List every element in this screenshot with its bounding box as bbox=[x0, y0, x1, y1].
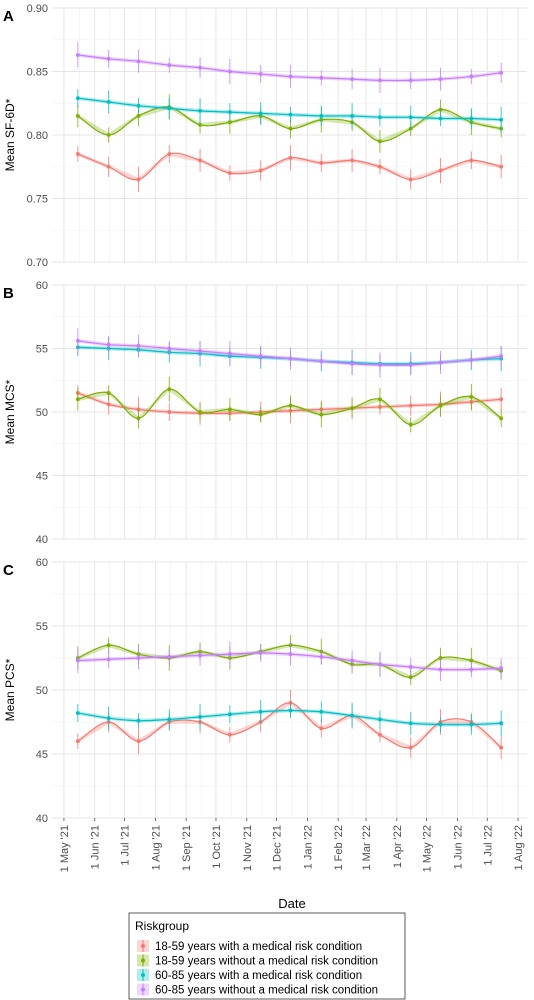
x-tick-label: 1 May '22 bbox=[422, 825, 434, 872]
legend-entry: 18-59 years without a medical risk condi… bbox=[137, 954, 378, 968]
y-tick-label: 45 bbox=[36, 471, 48, 483]
x-tick-label: 1 Oct '21 bbox=[211, 825, 223, 869]
series-3 bbox=[75, 700, 504, 737]
legend-key-point bbox=[141, 944, 145, 948]
x-tick-label: 1 Jul '22 bbox=[482, 825, 494, 866]
y-tick-label: 0.90 bbox=[27, 3, 48, 15]
panel-A-grid bbox=[52, 7, 527, 263]
x-tick-label: 1 Apr '22 bbox=[392, 825, 404, 868]
confidence-band bbox=[77, 643, 502, 680]
legend-key-point bbox=[141, 987, 145, 992]
data-point bbox=[75, 53, 80, 57]
y-tick-label: 55 bbox=[36, 621, 48, 633]
x-tick-label: 1 Jun '21 bbox=[90, 825, 102, 869]
legend-entries: 18-59 years with a medical risk conditio… bbox=[137, 940, 378, 997]
y-tick-label: 40 bbox=[36, 534, 48, 546]
series-line bbox=[77, 340, 502, 366]
series-line bbox=[77, 97, 502, 121]
y-tick-label: 55 bbox=[36, 344, 48, 356]
x-tick-label: 1 Nov '21 bbox=[242, 825, 254, 871]
shared-x-axis: 1 May '21 1 Jun '21 1 Jul '21 1 Aug '21 1 Se… bbox=[59, 818, 525, 872]
y-tick-label: 0.85 bbox=[27, 67, 48, 79]
legend: Riskgroup 18-59 years with a medical ris… bbox=[128, 912, 406, 1000]
x-tick-label: 1 May '21 bbox=[59, 825, 71, 872]
y-tick-label: 0.75 bbox=[27, 194, 48, 206]
legend-entry: 60-85 years without a medical risk condi… bbox=[137, 983, 378, 997]
panel-letter: A bbox=[3, 8, 14, 25]
y-axis-label: Mean MCS* bbox=[3, 379, 17, 444]
x-tick-label: 1 Jul '21 bbox=[120, 825, 132, 866]
panel-A: 0.70 0.75 0.80 0.85 0.90 A Mean SF-6D* bbox=[3, 3, 527, 269]
y-tick-label: 40 bbox=[36, 813, 48, 825]
series-4 bbox=[75, 42, 504, 94]
series-line bbox=[77, 709, 502, 726]
y-tick-label: 45 bbox=[36, 749, 48, 761]
y-axis-label: Mean PCS* bbox=[3, 658, 17, 721]
confidence-band bbox=[77, 96, 502, 122]
panels-layer: 0.70 0.75 0.80 0.85 0.90 A Mean SF-6D* 40 45 50 55… bbox=[3, 3, 527, 825]
series-line bbox=[77, 652, 502, 671]
legend-label: 18-59 years with a medical risk conditio… bbox=[155, 941, 362, 953]
panel-letter: B bbox=[3, 285, 14, 302]
legend-key-point bbox=[141, 958, 145, 963]
series-4 bbox=[75, 641, 504, 682]
y-axis-label: Mean SF-6D* bbox=[3, 98, 17, 171]
x-tick-label: 1 Jun '22 bbox=[452, 825, 464, 869]
legend-entry: 18-59 years with a medical risk conditio… bbox=[137, 940, 362, 953]
series-line bbox=[77, 54, 502, 82]
series-line bbox=[77, 106, 502, 142]
legend-label: 18-59 years without a medical risk condi… bbox=[155, 956, 378, 968]
x-tick-label: 1 Mar '22 bbox=[361, 825, 373, 871]
y-tick-label: 0.70 bbox=[27, 257, 48, 269]
series-2 bbox=[75, 376, 504, 433]
series-4 bbox=[75, 328, 504, 378]
y-tick-label: 50 bbox=[36, 685, 48, 697]
series-line bbox=[77, 152, 502, 181]
data-point bbox=[75, 711, 80, 715]
series-line bbox=[77, 388, 502, 426]
legend-key-point bbox=[141, 973, 145, 977]
y-tick-label: 60 bbox=[36, 280, 48, 292]
series-1 bbox=[75, 145, 504, 193]
x-axis-label: Date bbox=[278, 896, 305, 911]
x-tick-label: 1 Dec '21 bbox=[272, 825, 284, 871]
y-tick-label: 50 bbox=[36, 407, 48, 419]
legend-title: Riskgroup bbox=[135, 919, 189, 933]
legend-box bbox=[128, 912, 406, 1000]
legend-label: 60-85 years without a medical risk condi… bbox=[155, 985, 378, 997]
y-tick-label: 60 bbox=[36, 557, 48, 569]
panel-C-grid bbox=[52, 561, 527, 819]
x-tick-label: 1 Aug '22 bbox=[513, 825, 525, 871]
legend-label: 60-85 years with a medical risk conditio… bbox=[155, 970, 362, 982]
x-tick-label: 1 Sep '21 bbox=[181, 825, 193, 871]
series-3 bbox=[75, 89, 504, 133]
y-tick-label: 0.80 bbox=[27, 130, 48, 142]
panel-B: 40 45 50 55 60 B Mean MCS* bbox=[3, 280, 527, 546]
x-tick-label: 1 Aug '21 bbox=[150, 825, 162, 871]
panel-C: 40 45 50 55 60 C Mean PCS* bbox=[3, 557, 527, 825]
confidence-band bbox=[77, 345, 502, 366]
legend-entry: 60-85 years with a medical risk conditio… bbox=[137, 969, 362, 982]
x-tick-label: 1 Feb '22 bbox=[333, 825, 345, 871]
x-tick-label: 1 Jan '22 bbox=[302, 825, 314, 869]
panel-letter: C bbox=[3, 562, 14, 579]
